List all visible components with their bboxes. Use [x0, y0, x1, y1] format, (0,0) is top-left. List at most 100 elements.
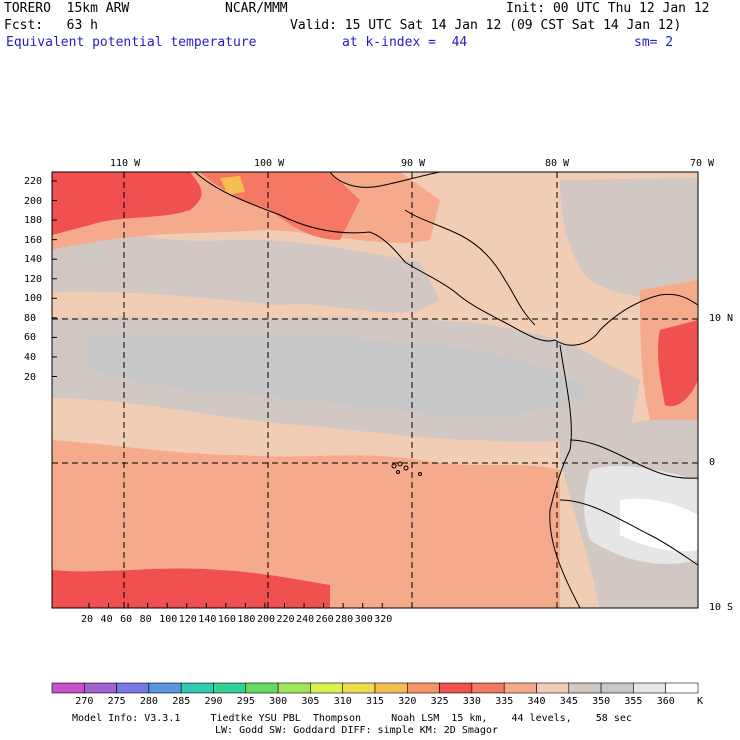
- colorbar: [51, 682, 699, 694]
- x-tick-label: 220: [276, 614, 295, 625]
- colorbar-swatch: [665, 682, 699, 694]
- x-tick-marks: [88, 603, 383, 608]
- lon-label-90w: 90 W: [401, 158, 426, 169]
- x-tick-label: 160: [217, 614, 236, 625]
- colorbar-label: 340: [527, 696, 546, 707]
- y-tick-label: 140: [24, 254, 43, 266]
- init-time: Init: 00 UTC Thu 12 Jan 12: [506, 1, 710, 16]
- colorbar-swatch: [310, 682, 343, 694]
- red-southern-band: [52, 568, 330, 608]
- lat-label-10s: 10 S: [709, 602, 734, 613]
- colorbar-label: 295: [236, 696, 255, 707]
- colorbar-swatch: [568, 682, 602, 694]
- valid-time: Valid: 15 UTC Sat 14 Jan 12 (09 CST Sat …: [290, 18, 682, 33]
- colorbar-swatch: [213, 682, 247, 694]
- colorbar-label: 300: [269, 696, 288, 707]
- galapagos-islands: [391, 461, 422, 476]
- colorbar-label: 325: [430, 696, 449, 707]
- lon-label-100w: 100 W: [254, 158, 285, 169]
- colorbar-label: 345: [559, 696, 578, 707]
- x-tick-label: 300: [354, 614, 373, 625]
- colorbar-swatch: [277, 682, 311, 694]
- colorbar-swatch: [374, 682, 408, 694]
- x-tick-label: 280: [335, 614, 354, 625]
- colorbar-swatch: [600, 682, 634, 694]
- colorbar-label: 290: [204, 696, 223, 707]
- coastline-central-america: [194, 172, 556, 342]
- colorbar-swatch: [84, 682, 117, 694]
- grey-band-north: [52, 229, 440, 313]
- colorbar-swatch: [536, 682, 570, 694]
- x-tick-label: 200: [256, 614, 275, 625]
- y-tick-label: 160: [24, 234, 43, 246]
- colorbar-label: 320: [398, 696, 417, 707]
- colorbar-label: 275: [107, 696, 126, 707]
- field-name: Equivalent potential temperature: [6, 35, 257, 50]
- lon-label-70w: 70 W: [690, 158, 715, 169]
- y-tick-marks: [52, 180, 57, 377]
- lat-label-10n: 10 N: [709, 313, 734, 324]
- x-tick-label: 80: [139, 614, 152, 625]
- colorbar-label: 330: [462, 696, 481, 707]
- colorbar-swatch: [180, 682, 214, 694]
- x-tick-label: 240: [296, 614, 315, 625]
- colorbar-swatch: [342, 682, 376, 694]
- grey-band-east: [560, 178, 698, 297]
- model-title: TORERO 15km ARW: [4, 1, 130, 16]
- orange-south-ocean: [52, 440, 560, 608]
- x-tick-label: 260: [315, 614, 334, 625]
- colorbar-swatch: [633, 682, 667, 694]
- colorbar-label: 360: [656, 696, 675, 707]
- x-tick-label: 140: [198, 614, 217, 625]
- y-tick-label: 100: [24, 293, 43, 305]
- y-tick-label: 40: [24, 351, 37, 363]
- map-frame: [51, 171, 699, 609]
- forecast-hour: Fcst: 63 h: [4, 18, 98, 33]
- lat-label-0: 0: [709, 457, 716, 468]
- y-tick-label: 20: [24, 371, 37, 383]
- colorbar-label: 310: [333, 696, 352, 707]
- y-tick-label: 200: [24, 195, 43, 207]
- x-tick-label: 320: [374, 614, 393, 625]
- colorbar-swatch: [245, 682, 279, 694]
- lon-label-80w: 80 W: [545, 158, 570, 169]
- colorbar-swatch: [406, 682, 440, 694]
- colorbar-label: 355: [624, 696, 643, 707]
- coastline-caribbean-central: [404, 209, 536, 326]
- x-tick-label: 180: [237, 614, 256, 625]
- colorbar-unit: K: [697, 696, 704, 707]
- red-mexico-coast: [52, 172, 202, 235]
- graticule: [52, 172, 698, 608]
- colorbar-swatch: [503, 682, 537, 694]
- x-tick-label: 20: [81, 614, 94, 625]
- colorbar-label: 335: [495, 696, 514, 707]
- y-tick-label: 120: [24, 273, 43, 285]
- y-tick-label: 60: [24, 332, 37, 344]
- x-tick-label: 100: [159, 614, 178, 625]
- border-colombia-ecuador-peru: [559, 439, 698, 566]
- colorbar-label: 350: [592, 696, 611, 707]
- colorbar-swatch: [51, 682, 85, 694]
- colorbar-label: 315: [366, 696, 385, 707]
- yellow-hotspot: [220, 176, 245, 195]
- colorbar-label: 280: [139, 696, 158, 707]
- white-amazon-core: [620, 498, 698, 552]
- colorbar-label: 270: [75, 696, 94, 707]
- organization-label: NCAR/MMM: [225, 1, 288, 16]
- colorbar-swatch: [439, 682, 473, 694]
- model-info: Model Info: V3.3.1 Tiedtke YSU PBL Thomp…: [72, 713, 632, 724]
- x-tick-label: 120: [178, 614, 197, 625]
- lon-label-110w: 110 W: [110, 158, 141, 169]
- colorbar-swatch: [116, 682, 150, 694]
- colorbar-swatch: [148, 682, 182, 694]
- colorbar-label: 305: [301, 696, 320, 707]
- physics-info: LW: Godd SW: Goddard DIFF: simple KM: 2D…: [215, 725, 498, 736]
- colorbar-swatch: [471, 682, 505, 694]
- coastline-yucatan: [329, 172, 441, 188]
- x-tick-label: 40: [100, 614, 113, 625]
- y-tick-label: 220: [24, 176, 43, 187]
- coastline-south-america: [549, 293, 698, 608]
- x-tick-label: 60: [120, 614, 133, 625]
- smoothing-label: sm= 2: [634, 35, 674, 50]
